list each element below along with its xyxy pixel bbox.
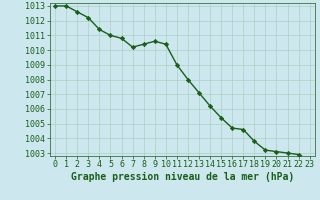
X-axis label: Graphe pression niveau de la mer (hPa): Graphe pression niveau de la mer (hPa) — [71, 172, 294, 182]
